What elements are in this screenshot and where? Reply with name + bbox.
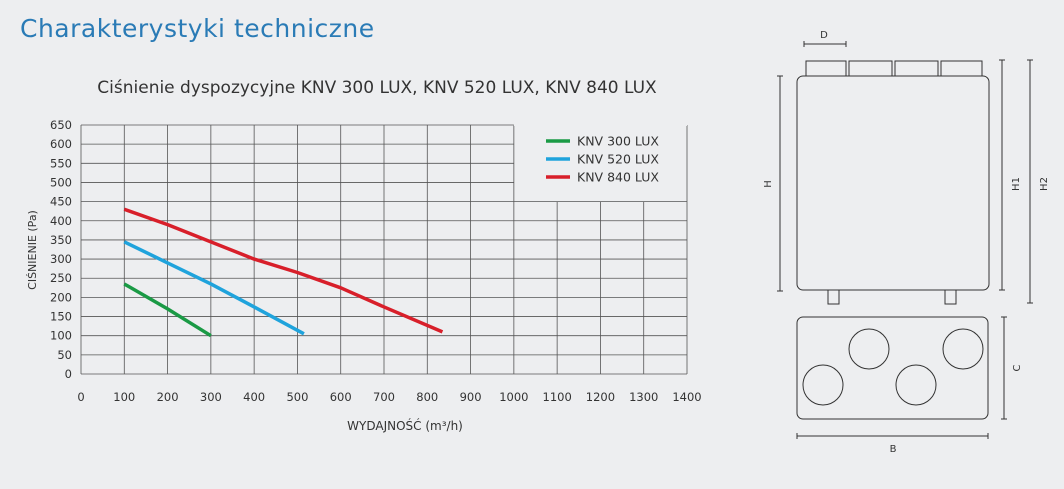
top-spigot	[848, 60, 893, 77]
y-tick-label: 400	[50, 214, 72, 228]
unit-foot	[944, 289, 957, 305]
legend-label: KNV 520 LUX	[577, 152, 659, 167]
x-tick-label: 400	[243, 390, 265, 404]
x-tick-label: 200	[157, 390, 179, 404]
unit-top-view	[796, 316, 989, 420]
x-tick-label: 0	[77, 390, 84, 404]
y-tick-label: 200	[50, 290, 72, 304]
dimension-diagram	[777, 41, 1033, 439]
chart-title: Ciśnienie dyspozycyjne KNV 300 LUX, KNV …	[97, 78, 657, 98]
y-tick-label: 350	[50, 233, 72, 247]
chart-legend: KNV 300 LUX KNV 520 LUX KNV 840 LUX	[546, 134, 659, 185]
port-circle	[802, 364, 844, 406]
chart-series	[123, 207, 444, 338]
x-tick-label: 900	[460, 390, 482, 404]
x-tick-label: 800	[416, 390, 438, 404]
y-tick-label: 100	[50, 329, 72, 343]
x-tick-label: 100	[113, 390, 135, 404]
x-axis-label: WYDAJNOŚĆ (m³/h)	[347, 418, 463, 433]
dim-label-d: D	[820, 30, 828, 41]
top-spigot	[894, 60, 939, 77]
x-tick-label: 500	[286, 390, 308, 404]
legend-label: KNV 840 LUX	[577, 170, 659, 185]
y-tick-label: 150	[50, 310, 72, 324]
dim-label-c: C	[1012, 364, 1023, 371]
series-line	[123, 282, 212, 338]
chart-ticks: 0 100 200 300 400 500 600 700 800 900 1000 1100 1200…	[50, 118, 702, 404]
y-tick-label: 550	[50, 156, 72, 170]
legend-label: KNV 300 LUX	[577, 134, 659, 149]
port-circle	[848, 328, 890, 370]
page-title: Charakterystyki techniczne	[20, 14, 375, 43]
y-tick-label: 50	[57, 348, 72, 362]
dim-label-h: H	[763, 180, 774, 188]
y-tick-label: 300	[50, 252, 72, 266]
chart-grid	[80, 124, 688, 375]
dim-label-h2: H2	[1039, 177, 1050, 191]
x-tick-label: 1200	[586, 390, 615, 404]
unit-foot	[827, 289, 840, 305]
x-tick-label: 1400	[672, 390, 701, 404]
y-tick-label: 250	[50, 271, 72, 285]
top-spigot	[940, 60, 983, 77]
dim-label-b: B	[890, 444, 897, 455]
port-circle	[942, 328, 984, 370]
top-spigot	[805, 60, 847, 77]
x-tick-label: 700	[373, 390, 395, 404]
unit-front-view	[796, 75, 990, 291]
port-circle	[895, 364, 937, 406]
y-tick-label: 500	[50, 175, 72, 189]
series-line	[123, 240, 305, 336]
y-tick-label: 450	[50, 195, 72, 209]
x-tick-label: 1300	[629, 390, 658, 404]
y-tick-label: 600	[50, 137, 72, 151]
dim-label-h1: H1	[1011, 177, 1022, 191]
y-tick-label: 650	[50, 118, 72, 132]
x-tick-label: 300	[200, 390, 222, 404]
x-tick-label: 1100	[543, 390, 572, 404]
y-tick-label: 0	[65, 367, 72, 381]
series-line	[123, 207, 444, 334]
y-axis-label: CIŚNIENIE (Pa)	[26, 210, 39, 290]
x-tick-label: 600	[330, 390, 352, 404]
x-tick-label: 1000	[499, 390, 528, 404]
